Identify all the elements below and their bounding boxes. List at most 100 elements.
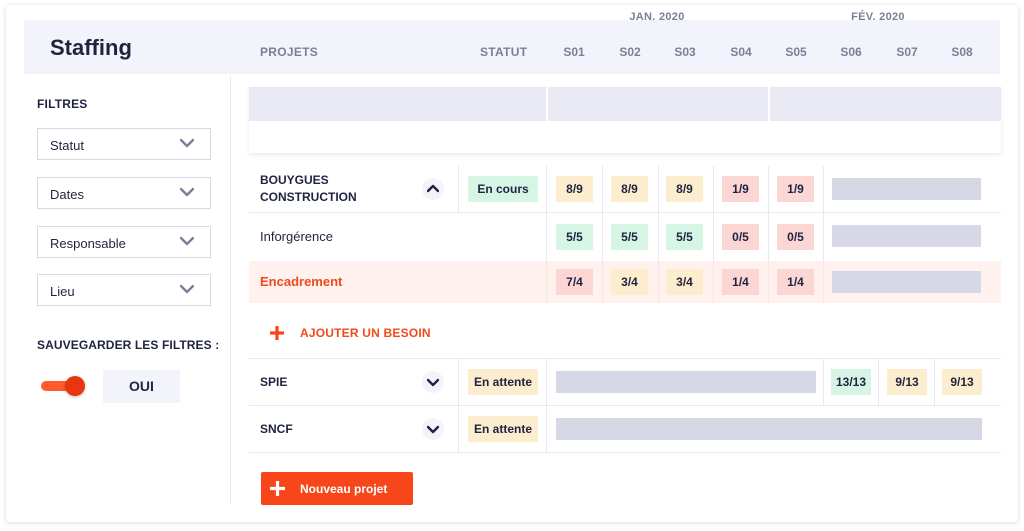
empty-period-bar — [832, 271, 981, 293]
row-divider — [249, 212, 1001, 213]
week-header-s05: S05 — [785, 45, 807, 59]
staffing-cell-encadrement-s03[interactable]: 3/4 — [666, 269, 703, 295]
column-header-band — [249, 121, 1001, 153]
staffing-cell-encadrement-s04[interactable]: 1/4 — [722, 269, 759, 295]
week-header-s02: S02 — [619, 45, 641, 59]
toggle-knob — [65, 376, 85, 396]
project-name-spie[interactable]: SPIE — [260, 375, 288, 389]
staffing-cell-inforgerence-s01[interactable]: 5/5 — [556, 224, 593, 250]
divider — [458, 166, 459, 212]
empty-period-bar — [832, 225, 981, 247]
staffing-cell-inforgerence-s04[interactable]: 0/5 — [722, 224, 759, 250]
divider — [546, 406, 547, 452]
chevron-up-icon — [427, 184, 439, 193]
need-name-inforgerence[interactable]: Inforgérence — [260, 229, 333, 244]
column-header-projects: PROJETS — [260, 45, 319, 59]
filter-dates-dropdown[interactable]: Dates — [37, 177, 211, 209]
table-header — [249, 87, 1001, 153]
collapse-toggle-bouygues[interactable] — [422, 178, 444, 200]
filter-lieu-dropdown[interactable]: Lieu — [37, 274, 211, 306]
divider — [458, 359, 459, 405]
divider — [546, 87, 548, 121]
row-divider — [249, 405, 1001, 406]
staffing-cell-bouygues-s01[interactable]: 8/9 — [556, 176, 593, 202]
week-header-s03: S03 — [674, 45, 696, 59]
divider — [713, 166, 714, 262]
status-badge-bouygues: En cours — [468, 176, 538, 202]
sidebar-divider — [230, 76, 231, 504]
staffing-cell-bouygues-s05[interactable]: 1/9 — [777, 176, 814, 202]
filter-label: Statut — [50, 138, 84, 153]
staffing-cell-bouygues-s02[interactable]: 8/9 — [611, 176, 648, 202]
divider — [546, 261, 547, 303]
divider — [768, 261, 769, 303]
expand-toggle-sncf[interactable] — [422, 418, 444, 440]
new-project-button[interactable]: Nouveau projet — [261, 472, 413, 505]
expand-toggle-spie[interactable] — [422, 371, 444, 393]
divider — [823, 359, 824, 405]
status-badge-sncf: En attente — [468, 416, 538, 442]
divider — [934, 359, 935, 405]
staffing-cell-spie-s07[interactable]: 9/13 — [887, 369, 927, 395]
week-header-s08: S08 — [951, 45, 973, 59]
filter-label: Responsable — [50, 236, 126, 251]
divider — [658, 166, 659, 262]
chevron-down-icon — [427, 425, 439, 434]
chevron-down-icon — [180, 138, 194, 148]
divider — [823, 166, 824, 262]
row-divider — [249, 452, 1001, 453]
toggle-state-label: OUI — [103, 370, 180, 403]
row-divider — [249, 358, 1001, 359]
staffing-cell-inforgerence-s02[interactable]: 5/5 — [611, 224, 648, 250]
staffing-cell-inforgerence-s03[interactable]: 5/5 — [666, 224, 703, 250]
week-header-s06: S06 — [840, 45, 862, 59]
empty-period-bar — [556, 371, 816, 393]
new-project-label: Nouveau projet — [300, 482, 388, 496]
divider — [713, 261, 714, 303]
filter-statut-dropdown[interactable]: Statut — [37, 128, 211, 160]
filter-label: Dates — [50, 187, 84, 202]
need-name-encadrement[interactable]: Encadrement — [260, 274, 343, 289]
staffing-cell-encadrement-s02[interactable]: 3/4 — [611, 269, 648, 295]
divider — [602, 166, 603, 262]
filter-responsable-dropdown[interactable]: Responsable — [37, 226, 211, 258]
staffing-cell-bouygues-s03[interactable]: 8/9 — [666, 176, 703, 202]
status-badge-spie: En attente — [468, 369, 538, 395]
toggle-track — [41, 381, 79, 391]
filter-label: Lieu — [50, 284, 75, 299]
chevron-down-icon — [180, 187, 194, 197]
divider — [546, 359, 547, 405]
staffing-cell-encadrement-s05[interactable]: 1/4 — [777, 269, 814, 295]
divider — [658, 261, 659, 303]
empty-period-bar — [832, 178, 981, 200]
month-label-feb: FÉV. 2020 — [851, 11, 905, 23]
staffing-cell-spie-s06[interactable]: 13/13 — [831, 369, 871, 395]
divider — [458, 406, 459, 452]
empty-period-bar — [556, 418, 982, 440]
column-header-status: STATUT — [480, 45, 528, 59]
month-label-jan: JAN. 2020 — [629, 11, 685, 23]
divider — [878, 359, 879, 405]
divider — [546, 166, 547, 262]
plus-icon — [270, 481, 285, 496]
page-title: Staffing — [50, 35, 132, 60]
staffing-cell-encadrement-s01[interactable]: 7/4 — [556, 269, 593, 295]
chevron-down-icon — [180, 284, 194, 294]
title-bar — [24, 20, 1000, 74]
week-header-s01: S01 — [563, 45, 585, 59]
project-name-bouygues[interactable]: BOUYGUES CONSTRUCTION — [260, 173, 357, 204]
staffing-cell-inforgerence-s05[interactable]: 0/5 — [777, 224, 814, 250]
week-header-s07: S07 — [896, 45, 918, 59]
divider — [768, 87, 770, 121]
week-header-s04: S04 — [730, 45, 752, 59]
add-need-label: AJOUTER UN BESOIN — [300, 326, 431, 340]
divider — [823, 261, 824, 303]
staffing-cell-bouygues-s04[interactable]: 1/9 — [722, 176, 759, 202]
filters-heading: FILTRES — [37, 97, 88, 111]
chevron-down-icon — [427, 378, 439, 387]
project-name-sncf[interactable]: SNCF — [260, 422, 293, 436]
staffing-cell-spie-s08[interactable]: 9/13 — [942, 369, 982, 395]
divider — [602, 261, 603, 303]
save-filters-toggle[interactable] — [41, 376, 85, 396]
save-filters-heading: SAUVEGARDER LES FILTRES : — [37, 338, 220, 352]
